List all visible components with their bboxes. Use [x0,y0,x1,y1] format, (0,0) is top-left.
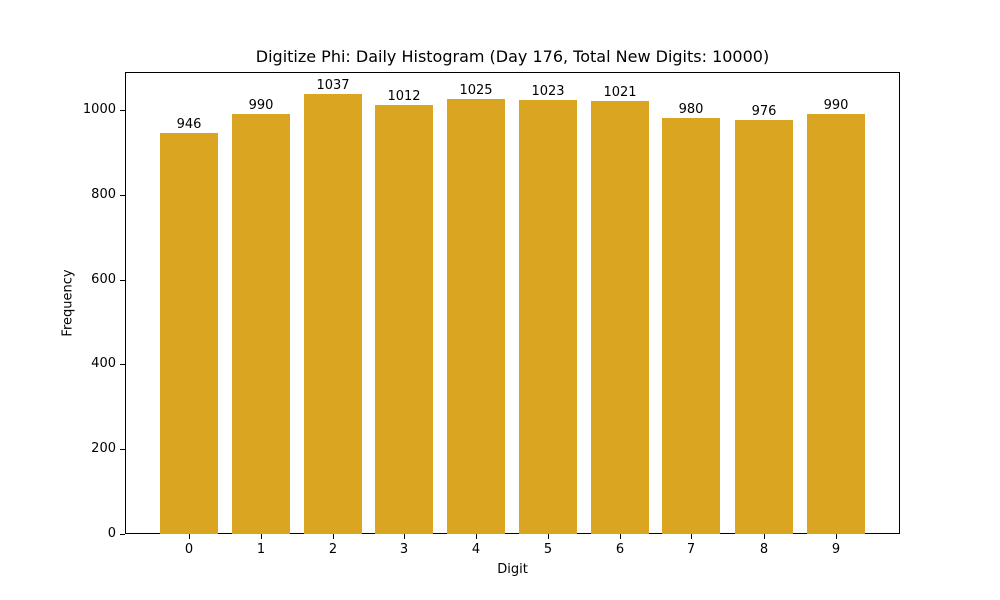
y-axis-label: Frequency [60,269,76,337]
y-tick [120,364,125,366]
x-tick-label: 3 [399,542,409,557]
y-tick-label: 0 [107,526,116,541]
y-tick-label: 200 [91,441,116,457]
bar-digit-6 [591,101,649,534]
x-tick [764,534,765,539]
x-tick-label: 6 [615,542,625,557]
bar-digit-9 [807,114,865,534]
x-tick [548,534,549,539]
y-tick [120,110,125,111]
x-tick-label: 5 [543,542,553,557]
x-tick-label: 1 [256,542,266,557]
y-tick-label: 600 [91,271,116,287]
x-tick [261,534,262,539]
x-tick-label: 0 [184,542,194,557]
x-tick [333,534,334,539]
y-tick-label: 800 [91,186,116,202]
bar-digit-8 [735,120,793,534]
bar-digit-7 [662,118,720,534]
y-tick [120,194,125,196]
plot-area [125,72,900,534]
bar-value-label: 1037 [316,78,350,94]
bar-value-label: 990 [248,98,274,114]
x-tick [691,534,692,539]
bar-value-label: 1023 [531,84,565,100]
chart-title: Digitize Phi: Daily Histogram (Day 176, … [255,47,770,66]
x-tick [404,534,405,539]
y-tick-label: 1000 [82,102,116,117]
bar-digit-4 [447,99,505,534]
bar-digit-0 [160,132,218,534]
bar-digit-3 [375,104,433,534]
x-tick-label: 7 [686,542,696,557]
bar-digit-5 [519,100,577,534]
bar-value-label: 976 [751,104,777,120]
bar-value-label: 990 [823,98,849,114]
x-tick [476,534,477,539]
x-tick [189,534,190,539]
x-tick [836,534,837,539]
bar-value-label: 1012 [387,88,421,104]
y-tick [120,449,125,451]
y-tick [120,279,125,281]
x-tick-label: 4 [471,542,481,557]
x-tick-label: 2 [328,542,338,557]
x-tick-label: 9 [831,542,841,557]
bar-value-label: 1025 [459,83,493,99]
x-tick [620,534,621,539]
x-tick-label: 8 [759,542,769,557]
bar-digit-1 [232,114,290,534]
y-tick [120,534,125,535]
bar-value-label: 1021 [603,85,637,101]
x-axis-label: Digit [497,562,528,577]
bar-digit-2 [304,94,362,534]
bar-value-label: 980 [678,102,704,118]
bar-value-label: 946 [176,116,202,132]
y-tick-label: 400 [91,356,116,372]
